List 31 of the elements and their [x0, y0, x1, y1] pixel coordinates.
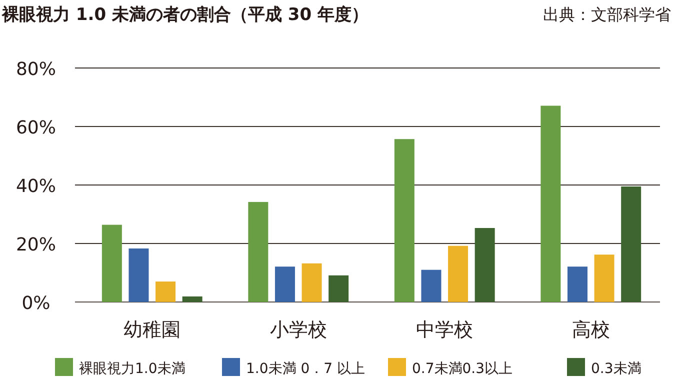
chart-title: 裸眼視力 1.0 未満の者の割合（平成 30 年度）: [1, 5, 368, 25]
bar: [394, 139, 414, 302]
bar: [302, 263, 322, 302]
legend-label: 0.7未満0.3以上: [412, 361, 513, 377]
bar: [128, 248, 149, 302]
bar: [621, 186, 642, 302]
bar: [156, 282, 176, 302]
x-tick-label: 幼稚園: [124, 319, 181, 341]
bar: [474, 228, 495, 302]
y-tick-label: 20%: [16, 234, 56, 256]
legend-label: 裸眼視力1.0未満: [79, 361, 186, 377]
y-tick-label: 80%: [16, 59, 56, 80]
x-tick-label: 中学校: [416, 319, 474, 341]
bar: [248, 202, 268, 302]
x-tick-label: 小学校: [270, 319, 327, 341]
bar: [540, 106, 561, 302]
bar: [102, 224, 122, 302]
x-tick-label: 高校: [572, 319, 610, 341]
bar: [567, 266, 588, 302]
bar: [448, 246, 468, 302]
bar: [421, 270, 442, 302]
y-tick-label: 0%: [22, 293, 50, 314]
bar: [274, 266, 295, 302]
bar: [594, 254, 614, 302]
source-note: 出典：文部科学省: [543, 5, 671, 24]
legend-label: 1.0未満 0．7 以上: [246, 361, 365, 377]
bar: [182, 296, 202, 302]
y-tick-label: 40%: [16, 176, 56, 197]
legend-label: 0.3未満: [591, 361, 642, 377]
y-tick-label: 60%: [16, 118, 56, 138]
bar: [328, 275, 349, 302]
